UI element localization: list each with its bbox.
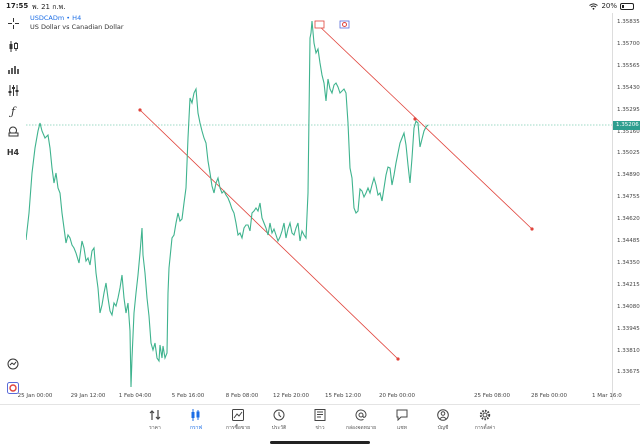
nav-item-chart[interactable]: กราฟ [174, 408, 218, 432]
chat-icon [396, 408, 408, 422]
bar-chart-icon[interactable] [5, 60, 21, 76]
battery-fill [622, 4, 624, 8]
nav-item-news[interactable]: ข่าว [298, 408, 342, 432]
price-tick-label: 1.34350 [617, 259, 640, 266]
bottom-nav: ราคา กราฟ การซื้อขาย ประวัติ ข่าว กล่องจ… [0, 404, 640, 447]
time-tick-label: 20 Feb 00:00 [378, 393, 416, 399]
price-tick-label: 1.33945 [617, 325, 640, 332]
time-tick-label: 25 Jan 00:00 [17, 393, 53, 399]
nav-item-trade[interactable]: การซื้อขาย [216, 408, 260, 432]
nav-label-mailbox: กล่องจดหมาย [345, 425, 377, 431]
price-tick-label: 1.35700 [617, 40, 640, 47]
price-tick-label: 1.35025 [617, 150, 640, 157]
time-tick-label: 1 Mar 16:0 [592, 393, 622, 399]
price-tick-label: 1.34485 [617, 238, 640, 244]
nav-label-settings: การตั้งค่า [474, 425, 496, 431]
price-tick-label: 1.35160 [617, 128, 640, 135]
price-tick-label: 1.35295 [617, 106, 640, 113]
time-tick-label: 29 Jan 12:00 [70, 393, 106, 399]
time-axis[interactable]: 25 Jan 00:00 29 Jan 12:00 1 Feb 04:00 5 Feb… [18, 392, 622, 404]
nav-label-trade: การซื้อขาย [225, 425, 251, 431]
status-bar: 17:55 พ. 21 ก.พ. 20% [0, 0, 640, 13]
news-icon [314, 408, 326, 422]
price-tick-label: 1.34620 [617, 216, 640, 223]
price-axis[interactable]: 1.35835 1.35700 1.35565 1.35430 1.35295 1.351… [612, 13, 640, 400]
nav-label-history: ประวัติ [271, 425, 287, 431]
trendline-lower-end [396, 357, 400, 361]
zoom-icon[interactable] [5, 356, 21, 372]
trendline-lower-start [138, 108, 142, 112]
nav-label-chat: แชท [397, 425, 407, 431]
quotes-icon [149, 408, 161, 422]
trade-marker-sell-dot [342, 22, 347, 27]
history-icon [273, 408, 285, 422]
time-tick-label: 8 Feb 08:00 [225, 393, 259, 399]
chart-icon [190, 408, 202, 422]
chart-title: USDCADm • H4 US Dollar vs Canadian Dolla… [30, 14, 124, 32]
candlestick-icon[interactable] [5, 38, 21, 54]
price-tick-label: 1.35430 [617, 84, 640, 91]
chart-area[interactable] [26, 13, 612, 400]
trade-marker-buy [314, 20, 325, 29]
nav-item-mailbox[interactable]: กล่องจดหมาย [339, 408, 383, 432]
at-sign-icon [355, 408, 367, 422]
price-tick-label: 1.35565 [617, 62, 640, 69]
symbol-description: US Dollar vs Canadian Dollar [30, 23, 124, 31]
nav-item-chat[interactable]: แชท [380, 408, 424, 432]
objects-icon[interactable] [5, 123, 21, 139]
function-icon[interactable]: ƒ [10, 104, 16, 118]
user-icon [437, 408, 449, 422]
nav-item-quotes[interactable]: ราคา [133, 408, 177, 432]
status-time: 17:55 [6, 2, 29, 10]
price-tick-label: 1.33810 [617, 347, 640, 354]
nav-label-news: ข่าว [315, 425, 325, 431]
home-indicator [270, 441, 370, 444]
nav-item-settings[interactable]: การตั้งค่า [463, 408, 507, 432]
time-tick-label: 5 Feb 16:00 [171, 393, 205, 399]
crosshair-icon[interactable] [5, 15, 21, 31]
time-tick-label: 28 Feb 00:00 [530, 393, 568, 399]
price-tick-label: 1.34890 [617, 172, 640, 179]
current-price-label: 1.35206 [613, 121, 640, 130]
left-toolbar: ƒ H4 [0, 13, 26, 400]
price-tick-label: 1.34215 [617, 281, 640, 288]
trade-marker-sell [339, 20, 350, 29]
app-logo-icon[interactable] [5, 380, 21, 396]
time-tick-label: 15 Feb 12:00 [324, 393, 362, 399]
price-tick-label: 1.34755 [617, 194, 640, 201]
time-tick-label: 12 Feb 20:00 [272, 393, 310, 399]
trade-icon [232, 408, 244, 422]
price-tick-label: 1.33675 [617, 369, 640, 376]
time-tick-label: 1 Feb 04:00 [118, 393, 152, 399]
trendline-lower [139, 109, 399, 360]
battery-percent: 20% [601, 2, 617, 10]
trendline-upper-end [530, 227, 534, 231]
nav-label-accounts: บัญชี [437, 425, 449, 431]
symbol-label[interactable]: USDCADm • H4 [30, 14, 82, 22]
nav-label-quotes: ราคา [149, 425, 161, 431]
settings-sliders-icon[interactable] [5, 82, 21, 98]
nav-item-accounts[interactable]: บัญชี [421, 408, 465, 432]
battery-icon [620, 2, 634, 10]
price-chart[interactable] [26, 13, 612, 400]
price-tick-label: 1.34080 [617, 303, 640, 310]
nav-item-history[interactable]: ประวัติ [257, 408, 301, 432]
timeframe-button[interactable]: H4 [6, 147, 20, 157]
gear-icon [479, 408, 491, 422]
trendline-upper-mid [413, 117, 417, 121]
status-date: พ. 21 ก.พ. [32, 3, 66, 11]
time-tick-label: 25 Feb 08:00 [473, 393, 511, 399]
price-tick-label: 1.35835 [617, 19, 640, 25]
trendline-upper [315, 22, 533, 230]
nav-label-chart: กราฟ [189, 425, 203, 431]
wifi-icon [589, 2, 599, 10]
price-series-line [26, 20, 429, 388]
status-right: 20% [589, 2, 634, 10]
